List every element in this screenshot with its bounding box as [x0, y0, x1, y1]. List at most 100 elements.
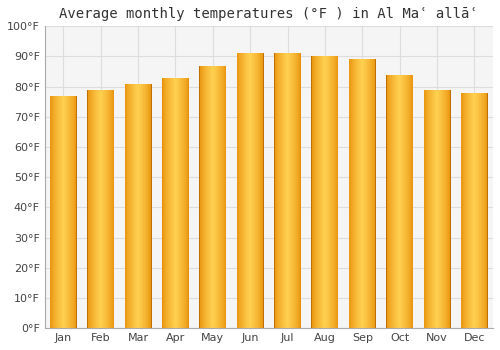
Bar: [60, 96, 62, 328]
Bar: [471, 93, 472, 328]
Bar: [244, 54, 245, 328]
Bar: [180, 78, 181, 328]
Bar: [424, 90, 425, 328]
Bar: [242, 54, 244, 328]
Bar: [51, 96, 52, 328]
Bar: [102, 90, 103, 328]
Bar: [170, 78, 171, 328]
Bar: [299, 54, 300, 328]
Bar: [124, 84, 126, 328]
Bar: [245, 54, 246, 328]
Bar: [183, 78, 184, 328]
Bar: [368, 60, 369, 328]
Bar: [182, 78, 183, 328]
Bar: [430, 90, 431, 328]
Bar: [289, 54, 290, 328]
Bar: [274, 54, 275, 328]
Bar: [331, 56, 332, 328]
Bar: [210, 65, 212, 328]
Bar: [241, 54, 242, 328]
Bar: [393, 75, 394, 328]
Bar: [207, 65, 208, 328]
Bar: [478, 93, 479, 328]
Bar: [100, 90, 101, 328]
Bar: [316, 56, 317, 328]
Bar: [354, 60, 355, 328]
Bar: [225, 65, 226, 328]
Bar: [75, 96, 76, 328]
Bar: [250, 54, 252, 328]
Bar: [137, 84, 138, 328]
Bar: [243, 54, 244, 328]
Bar: [177, 78, 178, 328]
Bar: [431, 90, 432, 328]
Bar: [247, 54, 248, 328]
Bar: [367, 60, 368, 328]
Bar: [143, 84, 144, 328]
Bar: [239, 54, 240, 328]
Bar: [253, 54, 254, 328]
Bar: [386, 75, 387, 328]
Bar: [440, 90, 441, 328]
Bar: [366, 60, 367, 328]
Bar: [200, 65, 201, 328]
Bar: [223, 65, 224, 328]
Bar: [286, 54, 287, 328]
Bar: [313, 56, 314, 328]
Bar: [361, 60, 362, 328]
Bar: [187, 78, 188, 328]
Bar: [330, 56, 331, 328]
Bar: [169, 78, 170, 328]
Bar: [127, 84, 128, 328]
Bar: [224, 65, 226, 328]
Bar: [89, 90, 90, 328]
Bar: [353, 60, 354, 328]
Bar: [238, 54, 239, 328]
Bar: [134, 84, 135, 328]
Bar: [287, 54, 288, 328]
Bar: [252, 54, 253, 328]
Bar: [66, 96, 67, 328]
Bar: [370, 60, 371, 328]
Bar: [429, 90, 430, 328]
Bar: [408, 75, 409, 328]
Bar: [176, 78, 177, 328]
Bar: [372, 60, 373, 328]
Bar: [162, 78, 163, 328]
Bar: [390, 75, 391, 328]
Bar: [175, 78, 176, 328]
Bar: [329, 56, 330, 328]
Bar: [410, 75, 411, 328]
Bar: [100, 90, 102, 328]
Bar: [96, 90, 97, 328]
Bar: [428, 90, 429, 328]
Bar: [262, 54, 263, 328]
Bar: [360, 60, 362, 328]
Bar: [354, 60, 356, 328]
Bar: [109, 90, 110, 328]
Bar: [297, 54, 298, 328]
Bar: [432, 90, 433, 328]
Bar: [434, 90, 435, 328]
Bar: [317, 56, 318, 328]
Bar: [145, 84, 146, 328]
Bar: [150, 84, 151, 328]
Bar: [446, 90, 448, 328]
Bar: [328, 56, 329, 328]
Bar: [213, 65, 214, 328]
Bar: [129, 84, 130, 328]
Bar: [314, 56, 316, 328]
Bar: [130, 84, 131, 328]
Bar: [400, 75, 402, 328]
Bar: [98, 90, 99, 328]
Bar: [201, 65, 202, 328]
Bar: [97, 90, 98, 328]
Bar: [172, 78, 173, 328]
Bar: [288, 54, 289, 328]
Bar: [146, 84, 148, 328]
Bar: [282, 54, 284, 328]
Bar: [76, 96, 77, 328]
Bar: [364, 60, 365, 328]
Bar: [236, 54, 238, 328]
Bar: [147, 84, 148, 328]
